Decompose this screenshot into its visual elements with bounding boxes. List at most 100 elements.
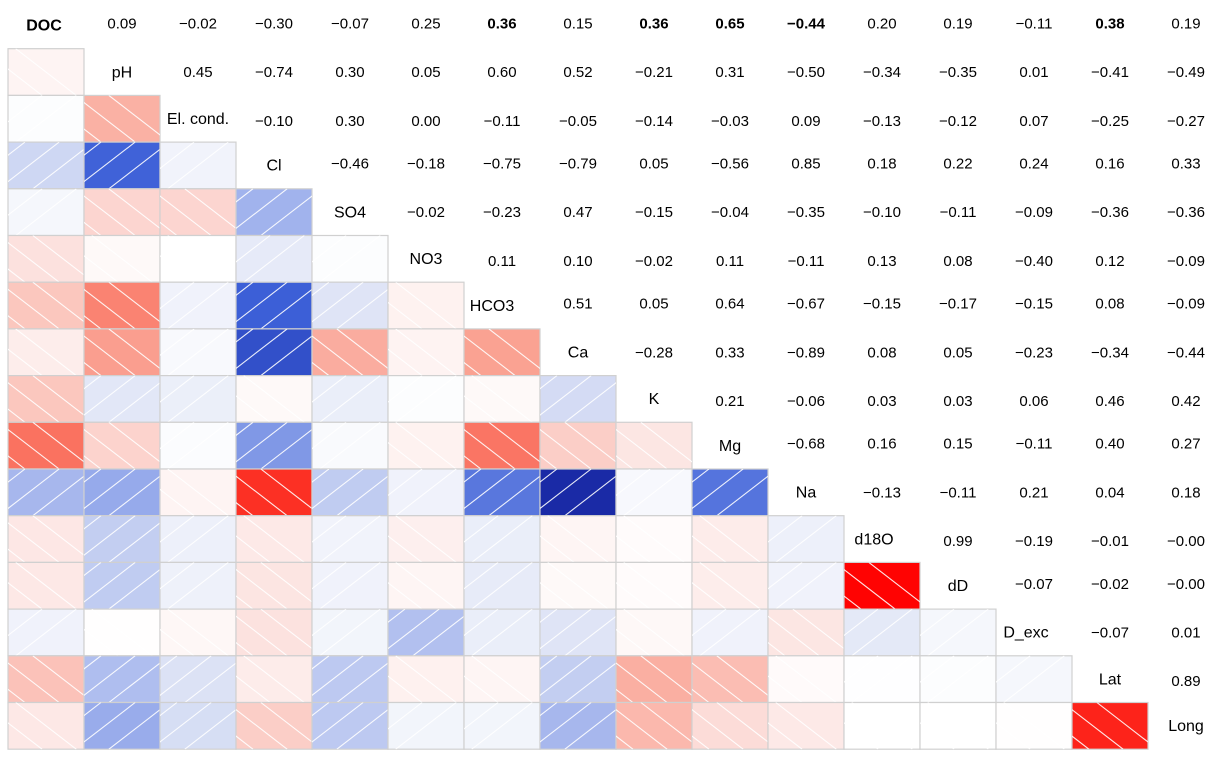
heatmap-cell-Lat-dD: [919, 655, 997, 704]
heatmap-cell-Long-D_exc: [995, 701, 1073, 750]
value-Cl-Ca: −0.79: [559, 155, 597, 172]
value-SO4-Na: −0.35: [787, 204, 825, 221]
heatmap-cell-Na-Cl: [235, 468, 313, 517]
heatmap-cell-d18O-K: [615, 515, 693, 564]
value-dD-Long: −0.00: [1167, 576, 1205, 593]
value-SO4-Long: −0.36: [1167, 204, 1205, 221]
value-SO4-HCO3: −0.23: [483, 204, 521, 221]
heatmap-cell-Na-pH: [83, 468, 161, 517]
heatmap-cell-dD-d18O: [843, 561, 921, 610]
value-SO4-Ca: 0.47: [563, 204, 592, 221]
value-Na-dD: −0.11: [940, 484, 977, 501]
value-Cl-dD: 0.22: [943, 155, 972, 172]
heatmap-cell-D_exc-DOC: [7, 608, 85, 657]
value-DOC-Lat: 0.38: [1095, 15, 1124, 32]
value-K-Na: −0.06: [787, 393, 825, 410]
value-NO3-D_exc: −0.40: [1015, 253, 1053, 270]
value-SO4-d18O: −0.10: [863, 204, 901, 221]
value-HCO3-D_exc: −0.15: [1015, 296, 1053, 313]
value-Ca-Lat: −0.34: [1091, 344, 1129, 361]
value-Ca-d18O: 0.08: [867, 344, 896, 361]
value-HCO3-Lat: 0.08: [1095, 296, 1124, 313]
value-HCO3-Mg: 0.64: [715, 296, 744, 313]
value-pH-SO4: 0.30: [335, 64, 364, 81]
heatmap-cell-SO4-pH: [83, 188, 161, 237]
value-NO3-K: −0.02: [635, 253, 673, 270]
value-El. cond.-K: −0.14: [635, 113, 673, 130]
heatmap-cell-D_exc-El. cond.: [159, 608, 237, 657]
heatmap-cell-K-SO4: [311, 375, 389, 423]
heatmap-cell-Lat-SO4: [311, 655, 389, 704]
heatmap-cell-D_exc-dD: [919, 608, 997, 657]
value-Mg-D_exc: −0.11: [1016, 436, 1053, 453]
value-dD-D_exc: −0.07: [1015, 576, 1053, 593]
value-HCO3-K: 0.05: [639, 296, 668, 313]
value-El. cond.-SO4: 0.30: [335, 113, 364, 130]
value-El. cond.-Na: 0.09: [791, 113, 820, 130]
upper-triangle-values: 0.09 −0.02 −0.30 −0.07 0.25 0.36 0.15 0.36 0.65 −…: [107, 15, 1205, 690]
value-El. cond.-Cl: −0.10: [255, 113, 293, 130]
value-K-Lat: 0.46: [1095, 393, 1124, 410]
value-NO3-Lat: 0.12: [1095, 253, 1124, 270]
heatmap-cell-Long-DOC: [7, 701, 85, 750]
heatmap-cell-NO3-El. cond.: [159, 234, 237, 283]
value-El. cond.-Mg: −0.03: [711, 113, 749, 130]
diag-label-na: Na: [796, 485, 817, 502]
heatmap-cell-D_exc-Cl: [235, 608, 313, 657]
value-El. cond.-Lat: −0.25: [1091, 113, 1129, 130]
value-dD-Lat: −0.02: [1091, 576, 1129, 593]
value-K-dD: 0.03: [943, 393, 972, 410]
value-Na-d18O: −0.13: [863, 484, 901, 501]
heatmap-cell-d18O-Na: [767, 515, 845, 564]
value-pH-El. cond.: 0.45: [183, 64, 212, 81]
value-El. cond.-NO3: 0.00: [411, 113, 440, 130]
value-Cl-d18O: 0.18: [867, 155, 896, 172]
heatmap-cell-Na-DOC: [7, 468, 85, 517]
heatmap-cell-El. cond.-DOC: [7, 94, 85, 143]
value-NO3-Ca: 0.10: [563, 253, 592, 270]
heatmap-cell-d18O-Mg: [691, 515, 769, 564]
value-Mg-Lat: 0.40: [1095, 436, 1124, 453]
heatmap-cell-Mg-SO4: [311, 421, 389, 470]
heatmap-cell-Lat-El. cond.: [159, 655, 237, 704]
value-d18O-Lat: −0.01: [1091, 533, 1129, 550]
value-pH-Lat: −0.41: [1091, 64, 1129, 81]
heatmap-cell-Mg-El. cond.: [159, 421, 237, 470]
value-Cl-Long: 0.33: [1171, 155, 1200, 172]
heatmap-cell-Lat-NO3: [387, 655, 465, 704]
heatmap-cell-Long-Ca: [539, 701, 617, 750]
heatmap-cell-Lat-Mg: [691, 655, 769, 704]
heatmap-cell-Ca-HCO3: [463, 328, 541, 377]
value-pH-Na: −0.50: [787, 64, 825, 81]
heatmap-cell-Mg-K: [615, 421, 693, 470]
value-DOC-NO3: 0.25: [411, 15, 440, 32]
heatmap-cell-HCO3-NO3: [387, 281, 465, 330]
diag-label-hco3: HCO3: [470, 298, 515, 315]
heatmap-cell-Na-SO4: [311, 468, 389, 517]
value-El. cond.-HCO3: −0.11: [484, 113, 521, 130]
value-DOC-HCO3: 0.36: [487, 15, 516, 32]
value-Cl-Lat: 0.16: [1095, 155, 1124, 172]
heatmap-cell-Long-d18O: [843, 701, 921, 750]
heatmap-cell-D_exc-Na: [767, 608, 845, 657]
heatmap-cell-SO4-Cl: [235, 188, 313, 237]
heatmap-cell-K-DOC: [7, 375, 85, 423]
value-HCO3-dD: −0.17: [939, 296, 977, 313]
heatmap-cell-Lat-pH: [83, 655, 161, 704]
heatmap-cell-Ca-Cl: [235, 328, 313, 377]
heatmap-cell-dD-K: [615, 561, 693, 610]
value-HCO3-Ca: 0.51: [563, 296, 592, 313]
value-Cl-SO4: −0.46: [331, 155, 369, 172]
heatmap-cell-Mg-Ca: [539, 421, 617, 470]
heatmap-cell-K-Ca: [539, 375, 617, 423]
heatmap-cell-Long-El. cond.: [159, 701, 237, 750]
value-NO3-HCO3: 0.11: [488, 253, 516, 270]
value-Ca-Na: −0.89: [787, 344, 825, 361]
value-DOC-Ca: 0.15: [563, 15, 592, 32]
value-El. cond.-dD: −0.12: [939, 113, 977, 130]
heatmap-cell-dD-SO4: [311, 561, 389, 610]
value-SO4-dD: −0.11: [940, 204, 977, 221]
heatmap-cell-Mg-DOC: [7, 421, 85, 470]
diag-label-so4: SO4: [334, 204, 366, 221]
heatmap-cell-Mg-NO3: [387, 421, 465, 470]
